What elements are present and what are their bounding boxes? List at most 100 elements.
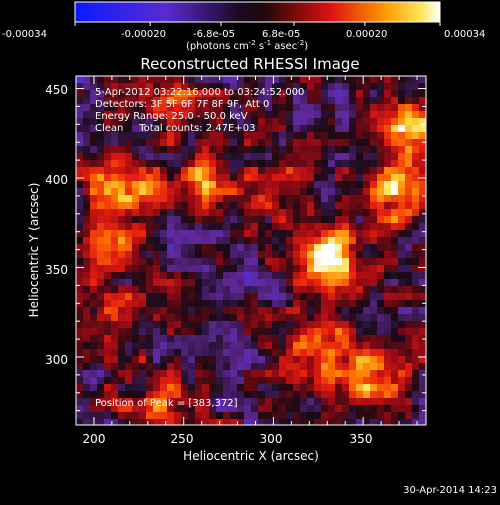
heatmap-cell [293,384,301,392]
heatmap-cell [139,167,147,175]
heatmap-cell [174,328,182,336]
heatmap-cell [258,412,266,420]
heatmap-cell [139,349,147,357]
heatmap-cell [335,195,343,203]
heatmap-cell [209,314,217,322]
heatmap-cell [153,300,161,308]
heatmap-cell [300,356,308,364]
heatmap-cell [160,167,168,175]
heatmap-cell [412,398,420,406]
heatmap-cell [125,363,133,371]
heatmap-cell [167,118,175,126]
heatmap-cell [377,195,385,203]
heatmap-cell [125,202,133,210]
heatmap-cell [216,181,224,189]
heatmap-cell [118,342,126,350]
heatmap-cell [223,90,231,98]
heatmap-cell [279,202,287,210]
heatmap-cell [328,139,336,147]
heatmap-cell [370,265,378,273]
heatmap-cell [419,412,426,420]
heatmap-cell [174,293,182,301]
heatmap-cell [216,174,224,182]
heatmap-cell [272,97,280,105]
heatmap-cell [195,349,203,357]
heatmap-cell [104,209,112,217]
heatmap-cell [146,76,154,84]
heatmap-cell [300,258,308,266]
heatmap-cell [76,377,84,385]
heatmap-cell [167,195,175,203]
heatmap-cell [104,286,112,294]
heatmap-cell [335,174,343,182]
heatmap-cell [412,419,420,425]
heatmap-cell [125,132,133,140]
heatmap-cell [83,153,91,161]
heatmap-cell [328,230,336,238]
heatmap-cell [139,139,147,147]
heatmap-cell [90,111,98,119]
heatmap-cell [314,104,322,112]
heatmap-cell [230,398,238,406]
heatmap-cell [293,419,301,425]
heatmap-cell [216,286,224,294]
heatmap-cell [146,188,154,196]
heatmap-cell [314,139,322,147]
heatmap-cell [195,398,203,406]
heatmap-cell [335,272,343,280]
heatmap-cell [160,104,168,112]
heatmap-cell [342,300,350,308]
heatmap-cell [286,314,294,322]
heatmap-cell [279,412,287,420]
heatmap-cell [314,384,322,392]
heatmap-cell [342,111,350,119]
heatmap-cell [356,167,364,175]
heatmap-cell [125,223,133,231]
heatmap-cell [342,391,350,399]
heatmap-cell [118,216,126,224]
heatmap-cell [174,349,182,357]
heatmap-cell [328,300,336,308]
heatmap-cell [300,328,308,336]
heatmap-cell [118,160,126,168]
heatmap-cell [90,356,98,364]
heatmap-cell [202,342,210,350]
heatmap-cell [412,188,420,196]
heatmap-cell [405,412,413,420]
heatmap-cell [349,398,357,406]
heatmap-cell [335,188,343,196]
heatmap-cell [160,132,168,140]
footer-date: 30-Apr-2014 14:23 [403,485,497,496]
heatmap-cell [111,181,119,189]
heatmap-cell [314,307,322,315]
heatmap-cell [342,356,350,364]
heatmap-cell [202,272,210,280]
heatmap-cell [258,104,266,112]
heatmap-cell [384,139,392,147]
heatmap-cell [132,412,140,420]
heatmap-cell [307,272,315,280]
heatmap-cell [272,412,280,420]
heatmap-cell [342,321,350,329]
heatmap-cell [76,384,84,392]
heatmap-cell [146,293,154,301]
heatmap-cell [342,363,350,371]
heatmap-cell [174,265,182,273]
heatmap-cell [300,272,308,280]
heatmap-cell [300,125,308,133]
heatmap-cell [244,349,252,357]
heatmap-cell [370,216,378,224]
heatmap-cell [244,293,252,301]
heatmap-cell [160,377,168,385]
heatmap-cell [384,181,392,189]
heatmap-cell [265,335,273,343]
heatmap-cell [412,279,420,287]
heatmap-cell [202,349,210,357]
heatmap-cell [76,146,84,154]
heatmap-cell [230,237,238,245]
heatmap-cell [300,321,308,329]
heatmap-cell [405,230,413,238]
heatmap-cell [237,125,245,133]
heatmap-cell [349,321,357,329]
heatmap-cell [286,97,294,105]
